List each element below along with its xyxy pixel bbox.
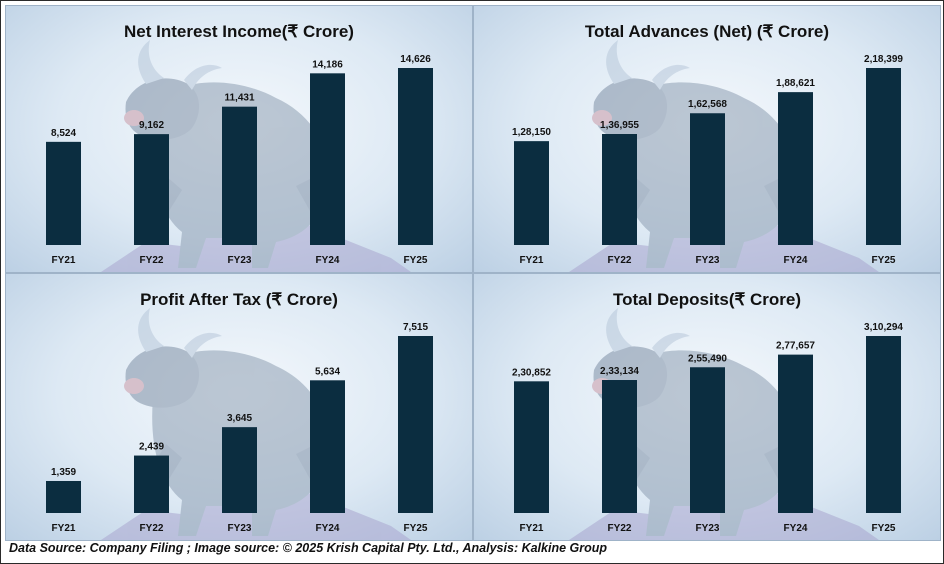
data-label: 2,18,399 bbox=[864, 54, 903, 65]
bar-fy21 bbox=[514, 141, 549, 245]
x-tick-label: FY23 bbox=[696, 255, 720, 266]
x-tick-label: FY21 bbox=[52, 255, 76, 266]
data-label: 1,36,955 bbox=[600, 120, 639, 131]
data-label: 2,30,852 bbox=[512, 367, 551, 378]
x-tick-label: FY22 bbox=[140, 255, 164, 266]
bar-chart-svg: Profit After Tax (₹ Crore) 1,359 FY21 2,439… bbox=[46, 290, 433, 540]
x-tick-label: FY21 bbox=[520, 255, 544, 266]
x-tick-label: FY22 bbox=[140, 523, 164, 534]
data-label: 1,88,621 bbox=[776, 78, 815, 89]
chart-title: Profit After Tax (₹ Crore) bbox=[140, 290, 338, 309]
bar-fy21 bbox=[46, 141, 81, 245]
chart-panel-net-interest-income: Net Interest Income(₹ Crore) 8,524 FY21 9,1… bbox=[5, 5, 473, 273]
x-tick-label: FY25 bbox=[404, 523, 428, 534]
data-label: 14,626 bbox=[400, 54, 431, 65]
bar-fy24 bbox=[310, 73, 345, 245]
data-label: 1,359 bbox=[51, 467, 76, 478]
x-tick-label: FY24 bbox=[784, 255, 808, 266]
bar-fy25 bbox=[866, 68, 901, 245]
bar-fy22 bbox=[134, 455, 169, 513]
x-tick-label: FY23 bbox=[228, 255, 252, 266]
data-label: 2,55,490 bbox=[688, 353, 727, 364]
bar-fy22 bbox=[602, 134, 637, 245]
bar-fy25 bbox=[398, 336, 433, 513]
bar-chart-svg: Net Interest Income(₹ Crore) 8,524 FY21 9,1… bbox=[46, 22, 433, 272]
chart-panel-total-deposits: Total Deposits(₹ Crore) 2,30,852 FY21 2,33,… bbox=[473, 273, 941, 541]
data-label: 7,515 bbox=[403, 322, 428, 333]
data-label: 2,77,657 bbox=[776, 341, 815, 352]
data-label: 5,634 bbox=[315, 366, 340, 377]
x-tick-label: FY24 bbox=[784, 523, 808, 534]
source-footnote: Data Source: Company Filing ; Image sour… bbox=[9, 541, 608, 555]
bar-fy21 bbox=[46, 480, 81, 513]
x-tick-label: FY25 bbox=[872, 523, 896, 534]
x-tick-label: FY21 bbox=[52, 523, 76, 534]
x-tick-label: FY23 bbox=[696, 523, 720, 534]
bar-fy23 bbox=[690, 367, 725, 513]
data-label: 11,431 bbox=[224, 93, 254, 104]
bar-fy24 bbox=[778, 92, 813, 245]
chart-title: Total Advances (Net) (₹ Crore) bbox=[585, 22, 829, 41]
bar-fy25 bbox=[866, 336, 901, 513]
data-label: 9,162 bbox=[139, 120, 164, 131]
data-label: 1,28,150 bbox=[512, 127, 551, 138]
data-label: 14,186 bbox=[312, 59, 343, 70]
bar-fy24 bbox=[778, 354, 813, 513]
x-tick-label: FY24 bbox=[316, 255, 340, 266]
data-label: 1,62,568 bbox=[688, 99, 727, 110]
bar-fy23 bbox=[222, 106, 257, 246]
data-label: 3,645 bbox=[227, 413, 252, 424]
data-label: 3,10,294 bbox=[864, 322, 903, 333]
data-label: 2,439 bbox=[139, 442, 164, 453]
x-tick-label: FY24 bbox=[316, 523, 340, 534]
data-label: 8,524 bbox=[51, 128, 76, 139]
bar-fy22 bbox=[602, 380, 637, 513]
bar-fy25 bbox=[398, 68, 433, 245]
x-tick-label: FY25 bbox=[404, 255, 428, 266]
bar-fy22 bbox=[134, 134, 169, 245]
x-tick-label: FY21 bbox=[520, 523, 544, 534]
chart-title: Net Interest Income(₹ Crore) bbox=[124, 22, 354, 41]
bar-fy23 bbox=[222, 427, 257, 513]
chart-panel-total-advances: Total Advances (Net) (₹ Crore) 1,28,150 FY… bbox=[473, 5, 941, 273]
bar-fy21 bbox=[514, 381, 549, 513]
bar-chart-svg: Total Deposits(₹ Crore) 2,30,852 FY21 2,33,… bbox=[512, 290, 903, 540]
x-tick-label: FY23 bbox=[228, 523, 252, 534]
x-tick-label: FY22 bbox=[608, 523, 632, 534]
data-label: 2,33,134 bbox=[600, 366, 639, 377]
bar-chart-svg: Total Advances (Net) (₹ Crore) 1,28,150 FY… bbox=[512, 22, 903, 272]
x-tick-label: FY25 bbox=[872, 255, 896, 266]
bar-fy23 bbox=[690, 113, 725, 245]
bar-fy24 bbox=[310, 380, 345, 513]
chart-title: Total Deposits(₹ Crore) bbox=[613, 290, 801, 309]
x-tick-label: FY22 bbox=[608, 255, 632, 266]
chart-panel-profit-after-tax: Profit After Tax (₹ Crore) 1,359 FY21 2,439… bbox=[5, 273, 473, 541]
